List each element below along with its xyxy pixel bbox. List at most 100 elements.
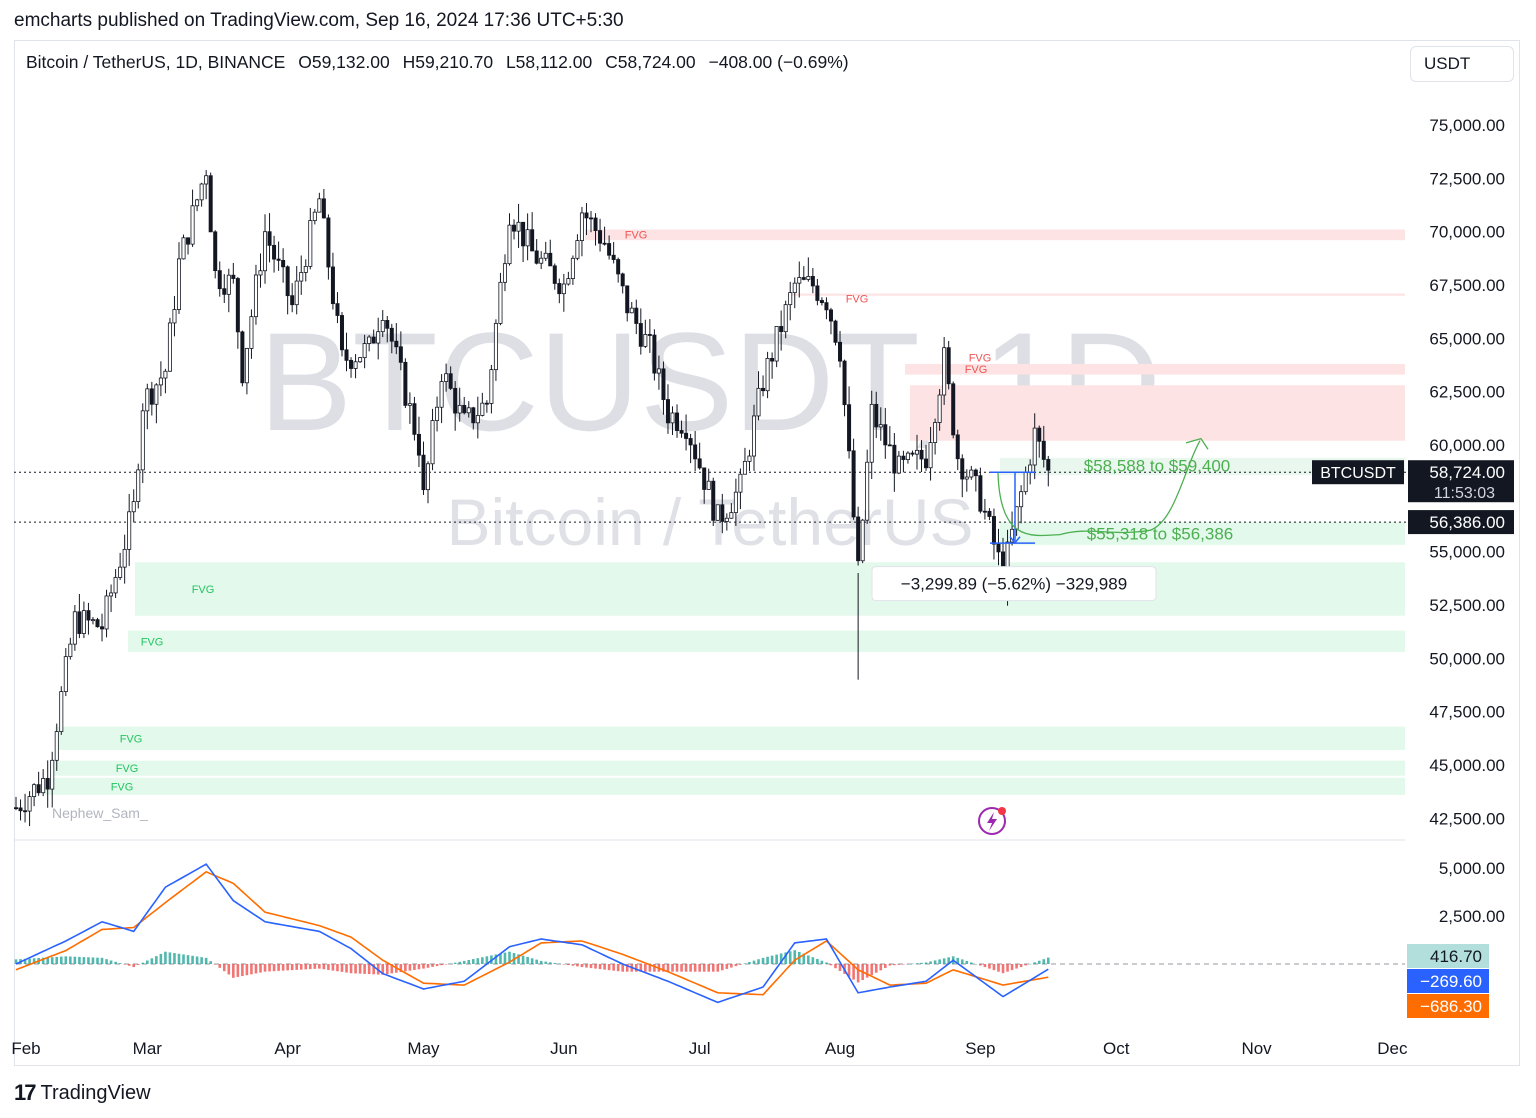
macd-histogram-bar [526, 956, 529, 964]
macd-histogram-bar [576, 964, 579, 967]
candle [416, 416, 421, 468]
lightning-icon[interactable] [978, 807, 1006, 835]
macd-histogram-bar [200, 957, 203, 964]
candle [127, 493, 132, 566]
lower-target-label: $55,318 to $56,386 [1087, 525, 1234, 544]
macd-histogram-bar [567, 964, 570, 966]
candle-body-down [652, 334, 657, 374]
candle-body-up [131, 501, 136, 513]
candle [942, 337, 947, 405]
candle-body-up [1023, 471, 1028, 493]
candle-body-up [896, 455, 901, 474]
candle [339, 312, 344, 357]
candle-body-up [104, 595, 109, 630]
measure-box [871, 566, 1157, 602]
candle [502, 254, 507, 292]
candle-body-up [172, 309, 177, 324]
candle-body-up [226, 274, 231, 295]
candle-body-up [113, 577, 118, 594]
candle [407, 392, 412, 424]
candle-body-up [32, 784, 37, 798]
candle [579, 206, 584, 257]
macd-histogram-bar [503, 952, 507, 964]
candle-body-up [118, 566, 123, 578]
candle [765, 351, 770, 399]
macd-histogram-bar [802, 953, 806, 964]
candle-body-up [81, 610, 86, 634]
macd-histogram-bar [730, 964, 733, 968]
price-line-label: 56,386.00 [1429, 513, 1505, 532]
candle-body-up [204, 175, 209, 185]
last-price-label: 58,724.00 [1429, 463, 1505, 482]
macd-histogram-bar [852, 964, 855, 980]
macd-histogram-bar [462, 960, 466, 964]
candle-body-up [928, 442, 933, 469]
candle-body-down [702, 467, 707, 490]
candle-body-up [475, 415, 480, 424]
candle [489, 364, 494, 414]
macd-histogram-bar [1046, 957, 1050, 964]
macd-histogram-bar [621, 964, 624, 972]
candle [892, 433, 897, 492]
candle-body-up [493, 323, 498, 371]
macd-histogram-bar [634, 964, 638, 972]
candle-body-down [344, 349, 349, 361]
candle [770, 352, 775, 379]
macd-histogram-bar [757, 959, 760, 964]
candle [258, 253, 263, 288]
candle-body-up [489, 369, 494, 404]
macd-histogram-bar [653, 964, 656, 972]
candle [100, 613, 105, 642]
candle [801, 266, 806, 281]
candle [412, 396, 417, 441]
candle-body-down [697, 458, 702, 469]
tradingview-logo[interactable]: 17 TradingView [14, 1080, 151, 1106]
macd-histogram-bar [680, 964, 683, 972]
candle [217, 261, 222, 297]
candle [946, 340, 951, 390]
candle [815, 278, 820, 306]
candle-body-down [521, 221, 526, 247]
candle-body-up [353, 361, 358, 369]
macd-histogram-bar [933, 960, 937, 964]
currency-button[interactable]: USDT [1410, 46, 1514, 82]
symbol-label[interactable]: Bitcoin / TetherUS, 1D, BINANCE [26, 52, 286, 72]
macd-histogram-bar [761, 957, 765, 964]
candle-body-up [244, 348, 249, 384]
candle-body-down [584, 212, 589, 219]
candle-body-up [706, 480, 711, 490]
candle [638, 308, 643, 355]
candle-body-down [512, 224, 517, 232]
candle-body-down [625, 285, 630, 314]
macd-histogram-bar [281, 964, 285, 971]
candle [403, 358, 408, 408]
candle-body-down [18, 807, 23, 812]
candle-body-up [507, 224, 512, 265]
candles [13, 170, 1051, 827]
macd-histogram-bar [467, 960, 471, 964]
candle-body-up [751, 415, 756, 457]
candle [552, 263, 557, 290]
macd-histogram-bar [811, 957, 815, 964]
candle [86, 602, 91, 635]
candle-body-down [616, 259, 621, 275]
macd-histogram-bar [1037, 960, 1041, 964]
time-tick-label: Sep [965, 1039, 995, 1058]
open-value: O59,132.00 [298, 52, 390, 72]
candle-body-down [770, 358, 775, 362]
macd-histogram-bar [191, 955, 194, 964]
macd-histogram-bar [444, 964, 448, 965]
macd-histogram-bar [213, 964, 217, 965]
macd-histogram-bar [1001, 964, 1005, 974]
candle-body-up [656, 368, 661, 374]
macd-histogram-bar [295, 964, 299, 970]
macd-histogram-bar [146, 960, 149, 964]
macd-histogram-bar [865, 964, 869, 978]
candle [711, 477, 716, 526]
candle-body-up [1010, 528, 1015, 543]
candle-body-down [321, 198, 326, 219]
candle [498, 272, 503, 326]
candle-body-down [684, 432, 689, 439]
candle [661, 361, 666, 415]
